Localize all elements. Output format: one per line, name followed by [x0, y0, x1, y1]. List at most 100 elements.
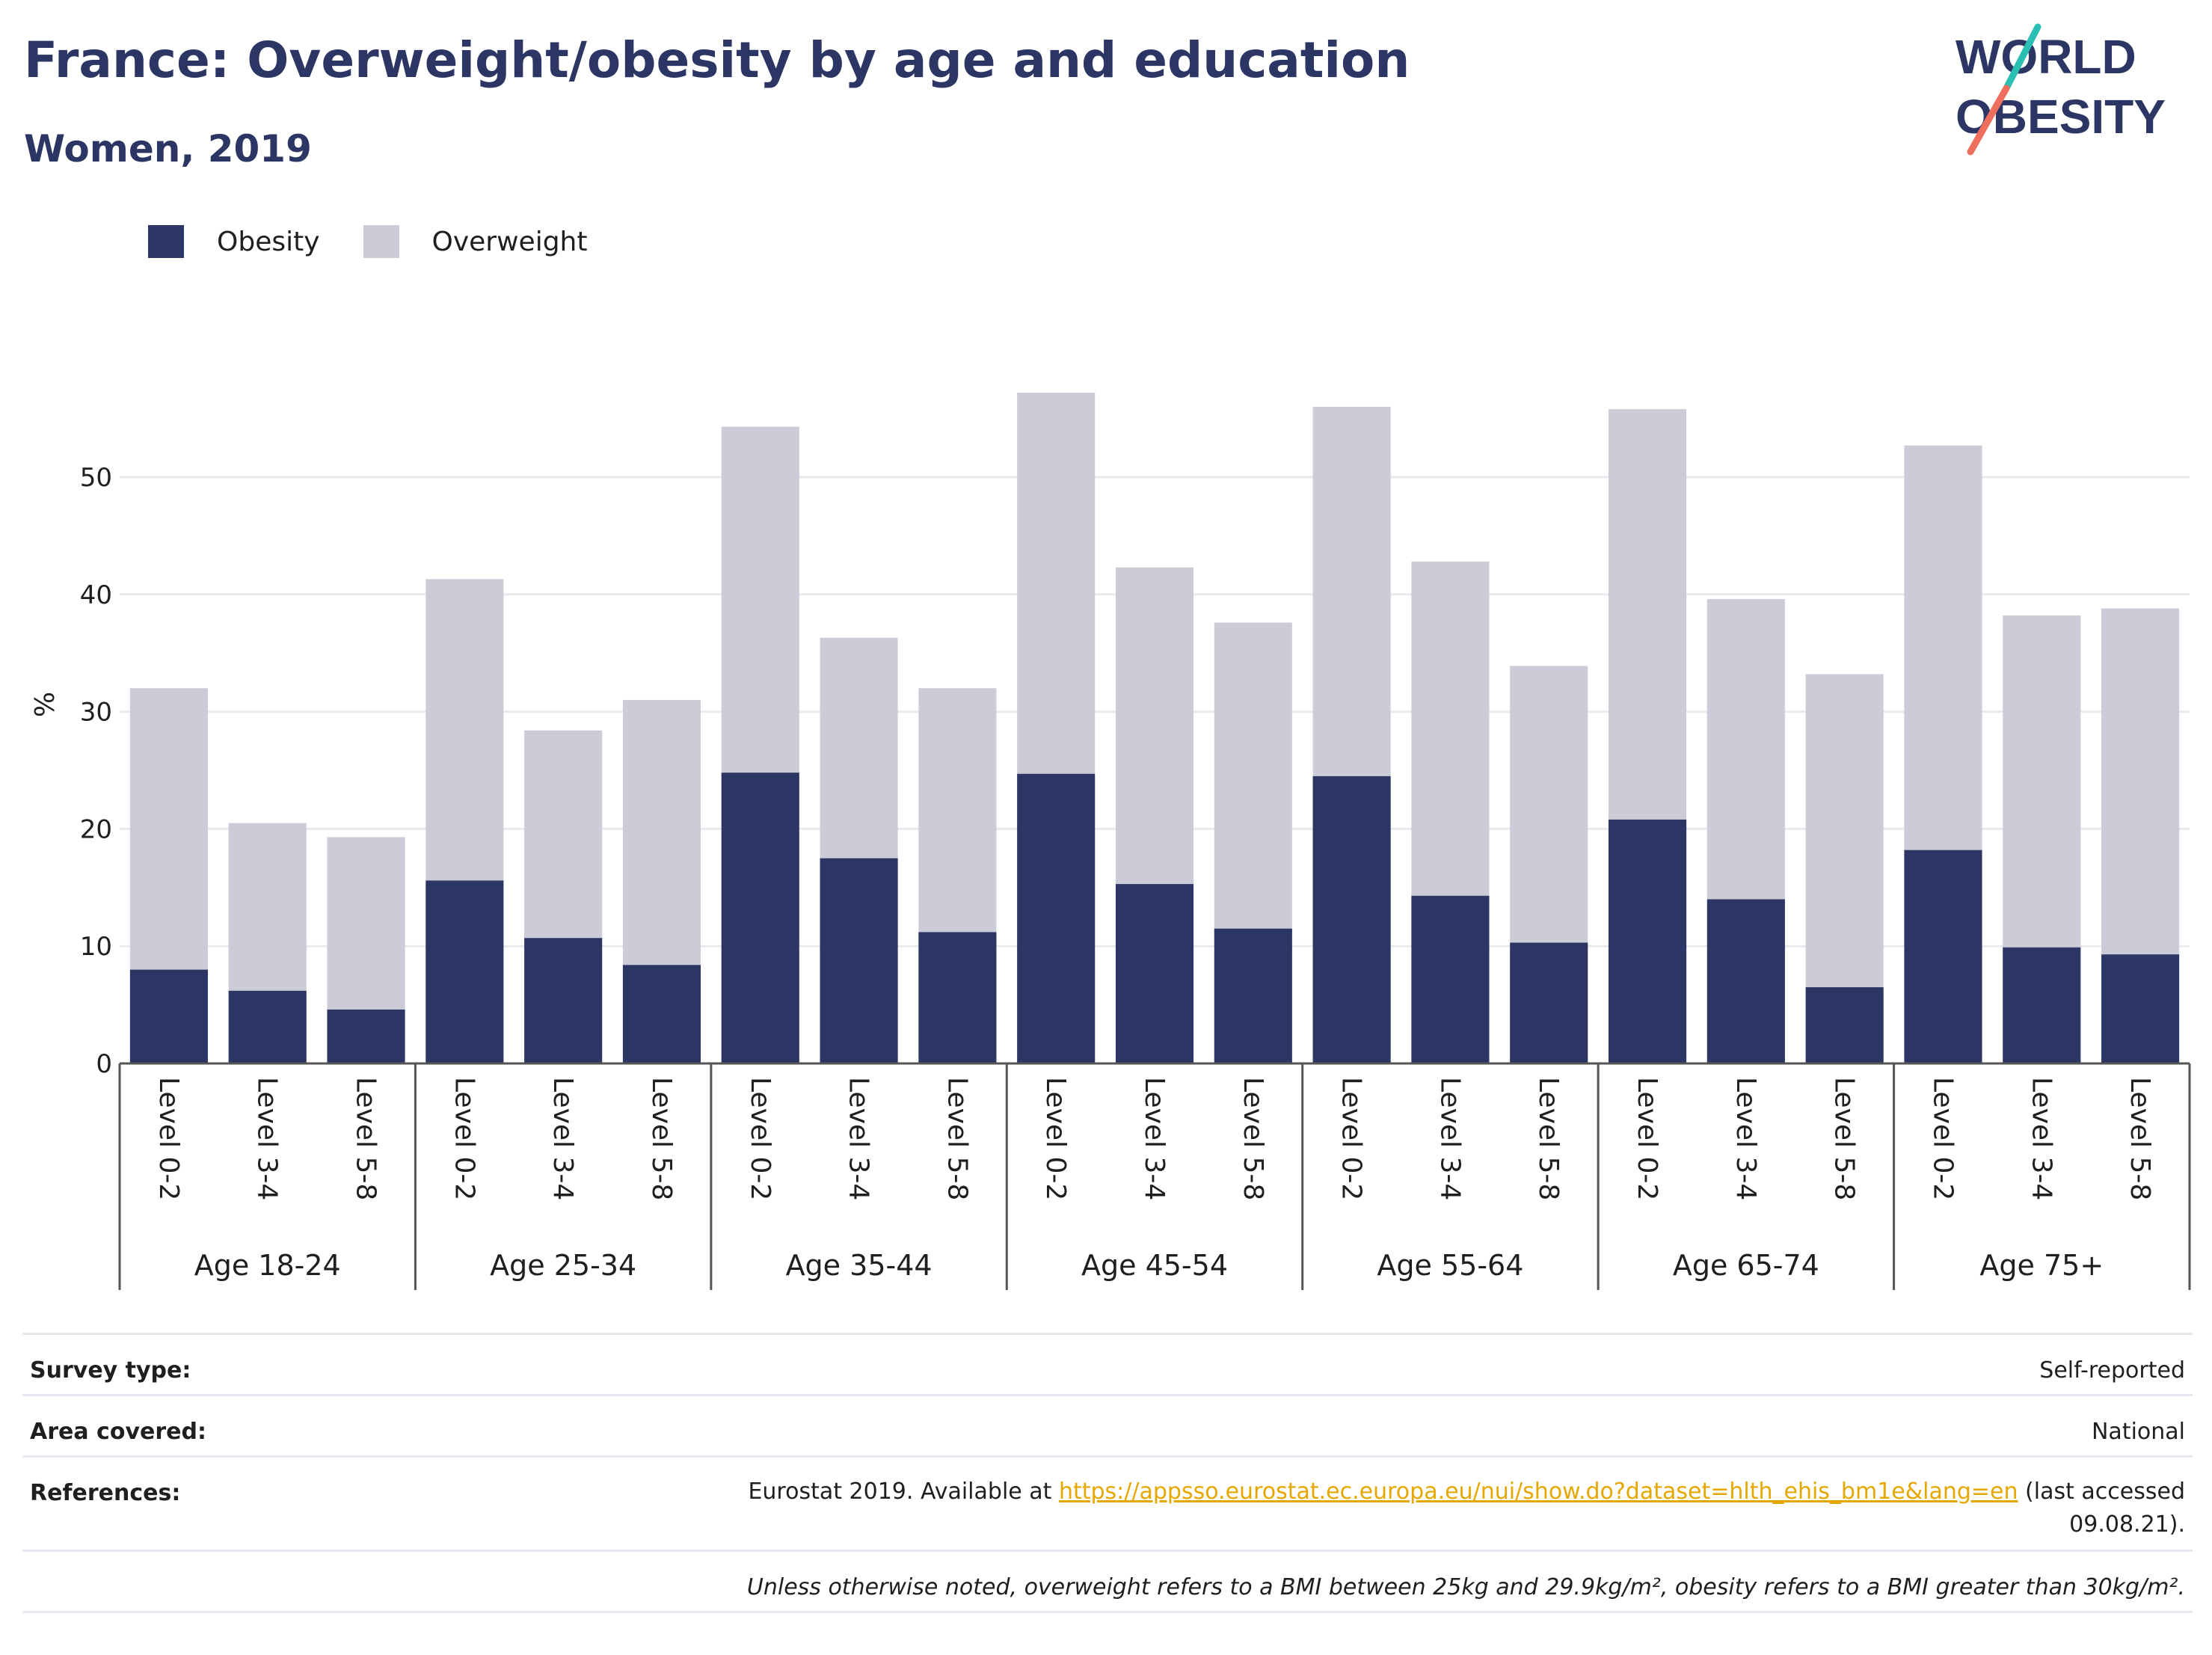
x-tick-label: Level 3-4	[844, 1077, 874, 1200]
logo-slash-teal	[2003, 23, 2042, 92]
x-tick-label: Level 5-8	[1829, 1077, 1860, 1200]
y-axis-label: %	[30, 692, 61, 717]
bar-overweight	[820, 637, 898, 859]
bar-overweight	[327, 837, 405, 1010]
footer-table: Survey type: Self-reported Area covered:…	[22, 1333, 2193, 1613]
references-value: Eurostat 2019. Available at https://apps…	[675, 1458, 2185, 1541]
x-tick-label: Level 5-8	[2125, 1077, 2155, 1200]
x-tick-label: Level 5-8	[646, 1077, 677, 1200]
definition-note: Unless otherwise noted, overweight refer…	[746, 1574, 2185, 1600]
group-label: Age 45-54	[1081, 1249, 1228, 1282]
x-tick-label: Level 0-2	[1336, 1077, 1367, 1200]
chart-title: France: Overweight/obesity by age and ed…	[24, 31, 1410, 89]
group-label: Age 55-64	[1377, 1249, 1523, 1282]
logo-slash-coral	[1967, 85, 2010, 156]
area-covered-label: Area covered:	[30, 1419, 206, 1445]
bar-obesity	[1214, 928, 1292, 1063]
bar-overweight	[129, 688, 208, 970]
bar-obesity	[1608, 819, 1687, 1063]
bar-obesity	[622, 965, 701, 1063]
x-tick-label: Level 3-4	[2026, 1077, 2056, 1200]
x-tick-label: Level 3-4	[1139, 1077, 1170, 1200]
bar-obesity	[425, 880, 504, 1063]
bar-obesity	[1411, 895, 1490, 1063]
x-tick-label: Level 3-4	[547, 1077, 578, 1200]
legend-swatch-obesity	[148, 225, 184, 258]
x-tick-label: Level 3-4	[252, 1077, 283, 1200]
bar-overweight	[1706, 599, 1785, 900]
bar-obesity	[2101, 954, 2180, 1063]
bar-obesity	[1510, 942, 1588, 1063]
legend-label-overweight: Overweight	[431, 226, 588, 257]
area-covered-value: National	[2091, 1419, 2185, 1445]
bar-overweight	[1115, 567, 1194, 885]
footer-row-area: Area covered: National	[22, 1394, 2193, 1455]
bar-obesity	[1904, 850, 1982, 1063]
chart-legend: Obesity Overweight	[148, 223, 630, 260]
x-tick-label: Level 5-8	[1238, 1077, 1268, 1200]
bar-obesity	[918, 932, 997, 1063]
bar-overweight	[918, 688, 997, 933]
bar-obesity	[1115, 884, 1194, 1063]
bar-overweight	[228, 823, 307, 991]
bar-obesity	[524, 938, 603, 1063]
x-tick-label: Level 0-2	[1927, 1077, 1958, 1200]
x-tick-label: Level 0-2	[745, 1077, 775, 1200]
x-tick-label: Level 3-4	[1730, 1077, 1761, 1200]
bar-overweight	[1411, 561, 1490, 896]
x-tick-label: Level 0-2	[1632, 1077, 1662, 1200]
bar-obesity	[1017, 773, 1096, 1063]
bar-obesity	[1312, 776, 1391, 1063]
bar-obesity	[2003, 947, 2081, 1063]
references-suffix: (last accessed 09.08.21).	[2018, 1479, 2185, 1538]
bar-chart: 0 10 20 30 40 50% Level 0-2 Level 3-4 Level 5-8 L…	[30, 393, 2191, 1290]
x-tick-label: Level 3-4	[1434, 1077, 1465, 1200]
references-label: References:	[30, 1480, 181, 1506]
bar-overweight	[1510, 666, 1588, 943]
bar-overweight	[1312, 406, 1391, 776]
bar-overweight	[622, 699, 701, 965]
group-label: Age 25-34	[490, 1249, 636, 1282]
x-tick-label: Level 0-2	[449, 1077, 479, 1200]
survey-type-value: Self-reported	[2039, 1357, 2185, 1384]
bar-obesity	[129, 969, 208, 1063]
bar-overweight	[524, 730, 603, 939]
logo-line-1: WORLD	[1956, 30, 2136, 84]
y-tick-label: 10	[80, 932, 112, 962]
footer-row-references: References: Eurostat 2019. Available at …	[22, 1455, 2193, 1550]
x-tick-label: Level 5-8	[1533, 1077, 1564, 1200]
references-prefix: Eurostat 2019. Available at	[748, 1479, 1059, 1505]
bar-overweight	[425, 579, 504, 881]
footer-bottom-divider	[22, 1611, 2193, 1613]
x-tick-label: Level 5-8	[941, 1077, 972, 1200]
y-tick-label: 40	[80, 580, 112, 610]
x-tick-label: Level 0-2	[153, 1077, 184, 1200]
bar-obesity	[228, 990, 307, 1063]
y-tick-label: 20	[80, 814, 112, 844]
bar-overweight	[1608, 409, 1687, 820]
chart-subtitle: Women, 2019	[24, 127, 312, 171]
footer-row-survey: Survey type: Self-reported	[22, 1333, 2193, 1394]
bar-overweight	[1017, 393, 1096, 774]
bar-obesity	[327, 1009, 405, 1063]
group-label: Age 18-24	[194, 1249, 341, 1282]
y-tick-label: 50	[80, 463, 112, 493]
y-tick-label: 0	[96, 1049, 112, 1079]
legend-label-obesity: Obesity	[217, 226, 320, 257]
group-label: Age 65-74	[1673, 1249, 1819, 1282]
world-obesity-logo: WORLD OBESITY	[1956, 23, 2166, 156]
y-tick-label: 30	[80, 698, 112, 728]
bar-obesity	[820, 858, 898, 1063]
legend-item-overweight: Overweight	[363, 225, 588, 258]
legend-swatch-overweight	[363, 225, 399, 258]
bar-obesity	[1706, 899, 1785, 1063]
bar-obesity	[1805, 987, 1884, 1063]
survey-type-label: Survey type:	[30, 1357, 191, 1384]
bar-overweight	[1904, 445, 1982, 850]
footer-row-note: Unless otherwise noted, overweight refer…	[22, 1550, 2193, 1611]
legend-item-obesity: Obesity	[148, 225, 320, 258]
references-link[interactable]: https://appsso.eurostat.ec.europa.eu/nui…	[1058, 1479, 2018, 1505]
x-tick-label: Level 5-8	[351, 1077, 381, 1200]
bar-overweight	[2101, 608, 2180, 955]
group-label: Age 35-44	[786, 1249, 933, 1282]
